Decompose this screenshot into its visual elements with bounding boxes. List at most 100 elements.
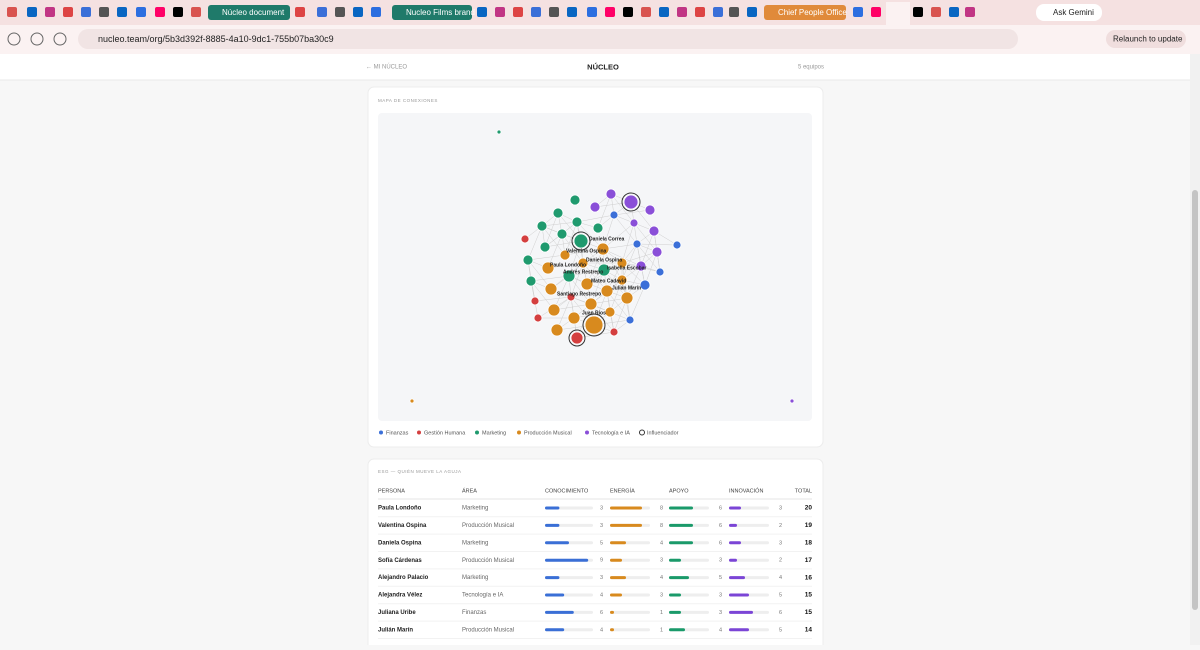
node[interactable] [632, 239, 642, 249]
tab-icon[interactable] [913, 7, 923, 17]
tab[interactable] [392, 5, 472, 20]
node[interactable] [580, 277, 594, 291]
tab-icon[interactable] [295, 7, 305, 17]
tab-icon[interactable] [729, 7, 739, 17]
tab-icon[interactable] [531, 7, 541, 17]
node[interactable] [600, 284, 614, 298]
node[interactable] [570, 331, 584, 345]
influencer-ring[interactable] [621, 192, 641, 212]
gemini-button[interactable] [1036, 4, 1102, 21]
node[interactable] [789, 398, 795, 404]
tab-icon[interactable] [63, 7, 73, 17]
node[interactable] [609, 210, 619, 220]
tab-icon[interactable] [567, 7, 577, 17]
tab-icon[interactable] [587, 7, 597, 17]
tab-icon[interactable] [659, 7, 669, 17]
node[interactable] [559, 249, 571, 261]
node[interactable] [536, 220, 548, 232]
node[interactable] [584, 297, 598, 311]
nav-button[interactable] [7, 32, 21, 46]
node[interactable] [520, 234, 530, 244]
tab-title[interactable]: Chief People Office [778, 8, 847, 17]
node[interactable] [530, 296, 540, 306]
tab[interactable] [764, 5, 846, 20]
tab-icon[interactable] [695, 7, 705, 17]
node[interactable] [569, 194, 581, 206]
relaunch[interactable]: Relaunch to update [1113, 35, 1183, 44]
node[interactable] [651, 246, 663, 258]
tab-icon[interactable] [513, 7, 523, 17]
node[interactable] [609, 327, 619, 337]
nav-button[interactable] [53, 32, 67, 46]
tab-icon[interactable] [173, 7, 183, 17]
node[interactable] [644, 204, 656, 216]
tab-icon[interactable] [713, 7, 723, 17]
node[interactable] [577, 257, 589, 269]
node[interactable] [648, 225, 660, 237]
tab-icon[interactable] [81, 7, 91, 17]
tab-icon[interactable] [677, 7, 687, 17]
node[interactable] [604, 306, 616, 318]
node[interactable] [550, 323, 564, 337]
node[interactable] [552, 207, 564, 219]
tab-icon[interactable] [931, 7, 941, 17]
node[interactable] [639, 279, 651, 291]
influencer-ring[interactable] [582, 313, 606, 337]
node[interactable] [547, 303, 561, 317]
tab-icon[interactable] [117, 7, 127, 17]
node[interactable] [589, 201, 601, 213]
node[interactable] [567, 311, 581, 325]
node[interactable] [620, 291, 634, 305]
tab-icon[interactable] [477, 7, 487, 17]
nav-button[interactable] [30, 32, 44, 46]
node[interactable] [592, 222, 604, 234]
ask-gemini[interactable]: Ask Gemini [1053, 8, 1094, 17]
node[interactable] [571, 216, 583, 228]
tab-icon[interactable] [853, 7, 863, 17]
tab[interactable] [208, 5, 290, 20]
node[interactable] [597, 263, 611, 277]
node[interactable] [655, 267, 665, 277]
tab-title[interactable]: Núcleo document [222, 8, 285, 17]
address-bar[interactable] [78, 29, 1018, 49]
tab-icon[interactable] [641, 7, 651, 17]
node[interactable] [625, 315, 635, 325]
influencer-ring[interactable] [571, 231, 591, 251]
node[interactable] [562, 269, 576, 283]
tab-icon[interactable] [335, 7, 345, 17]
node[interactable] [566, 292, 576, 302]
tab-icon[interactable] [623, 7, 633, 17]
node[interactable] [616, 274, 628, 286]
scroll-thumb[interactable] [1192, 190, 1198, 610]
tab-icon[interactable] [965, 7, 975, 17]
node[interactable] [616, 257, 628, 269]
node[interactable] [596, 242, 610, 256]
node[interactable] [556, 228, 568, 240]
url[interactable]: nucleo.team/org/5b3d392f-8885-4a10-9dc1-… [98, 34, 334, 44]
tab-icon[interactable] [136, 7, 146, 17]
tab-icon[interactable] [99, 7, 109, 17]
node[interactable] [525, 275, 537, 287]
node[interactable] [539, 241, 551, 253]
node[interactable] [522, 254, 534, 266]
node[interactable] [629, 218, 639, 228]
node[interactable] [672, 240, 682, 250]
node[interactable] [584, 315, 604, 335]
tab-icon[interactable] [949, 7, 959, 17]
tab-icon[interactable] [317, 7, 327, 17]
tab-icon[interactable] [353, 7, 363, 17]
tab-icon[interactable] [549, 7, 559, 17]
tab-icon[interactable] [495, 7, 505, 17]
tab-icon[interactable] [155, 7, 165, 17]
node[interactable] [496, 129, 502, 135]
influencer-ring[interactable] [568, 329, 586, 347]
node[interactable] [541, 261, 555, 275]
tab-title[interactable]: Nucleo Films brand [406, 8, 475, 17]
node[interactable] [573, 233, 589, 249]
tab-icon[interactable] [27, 7, 37, 17]
back-link[interactable]: ← MI NÚCLEO [366, 64, 407, 71]
node[interactable] [544, 282, 558, 296]
tab-icon[interactable] [371, 7, 381, 17]
active-tab[interactable] [886, 2, 910, 25]
tab-icon[interactable] [871, 7, 881, 17]
